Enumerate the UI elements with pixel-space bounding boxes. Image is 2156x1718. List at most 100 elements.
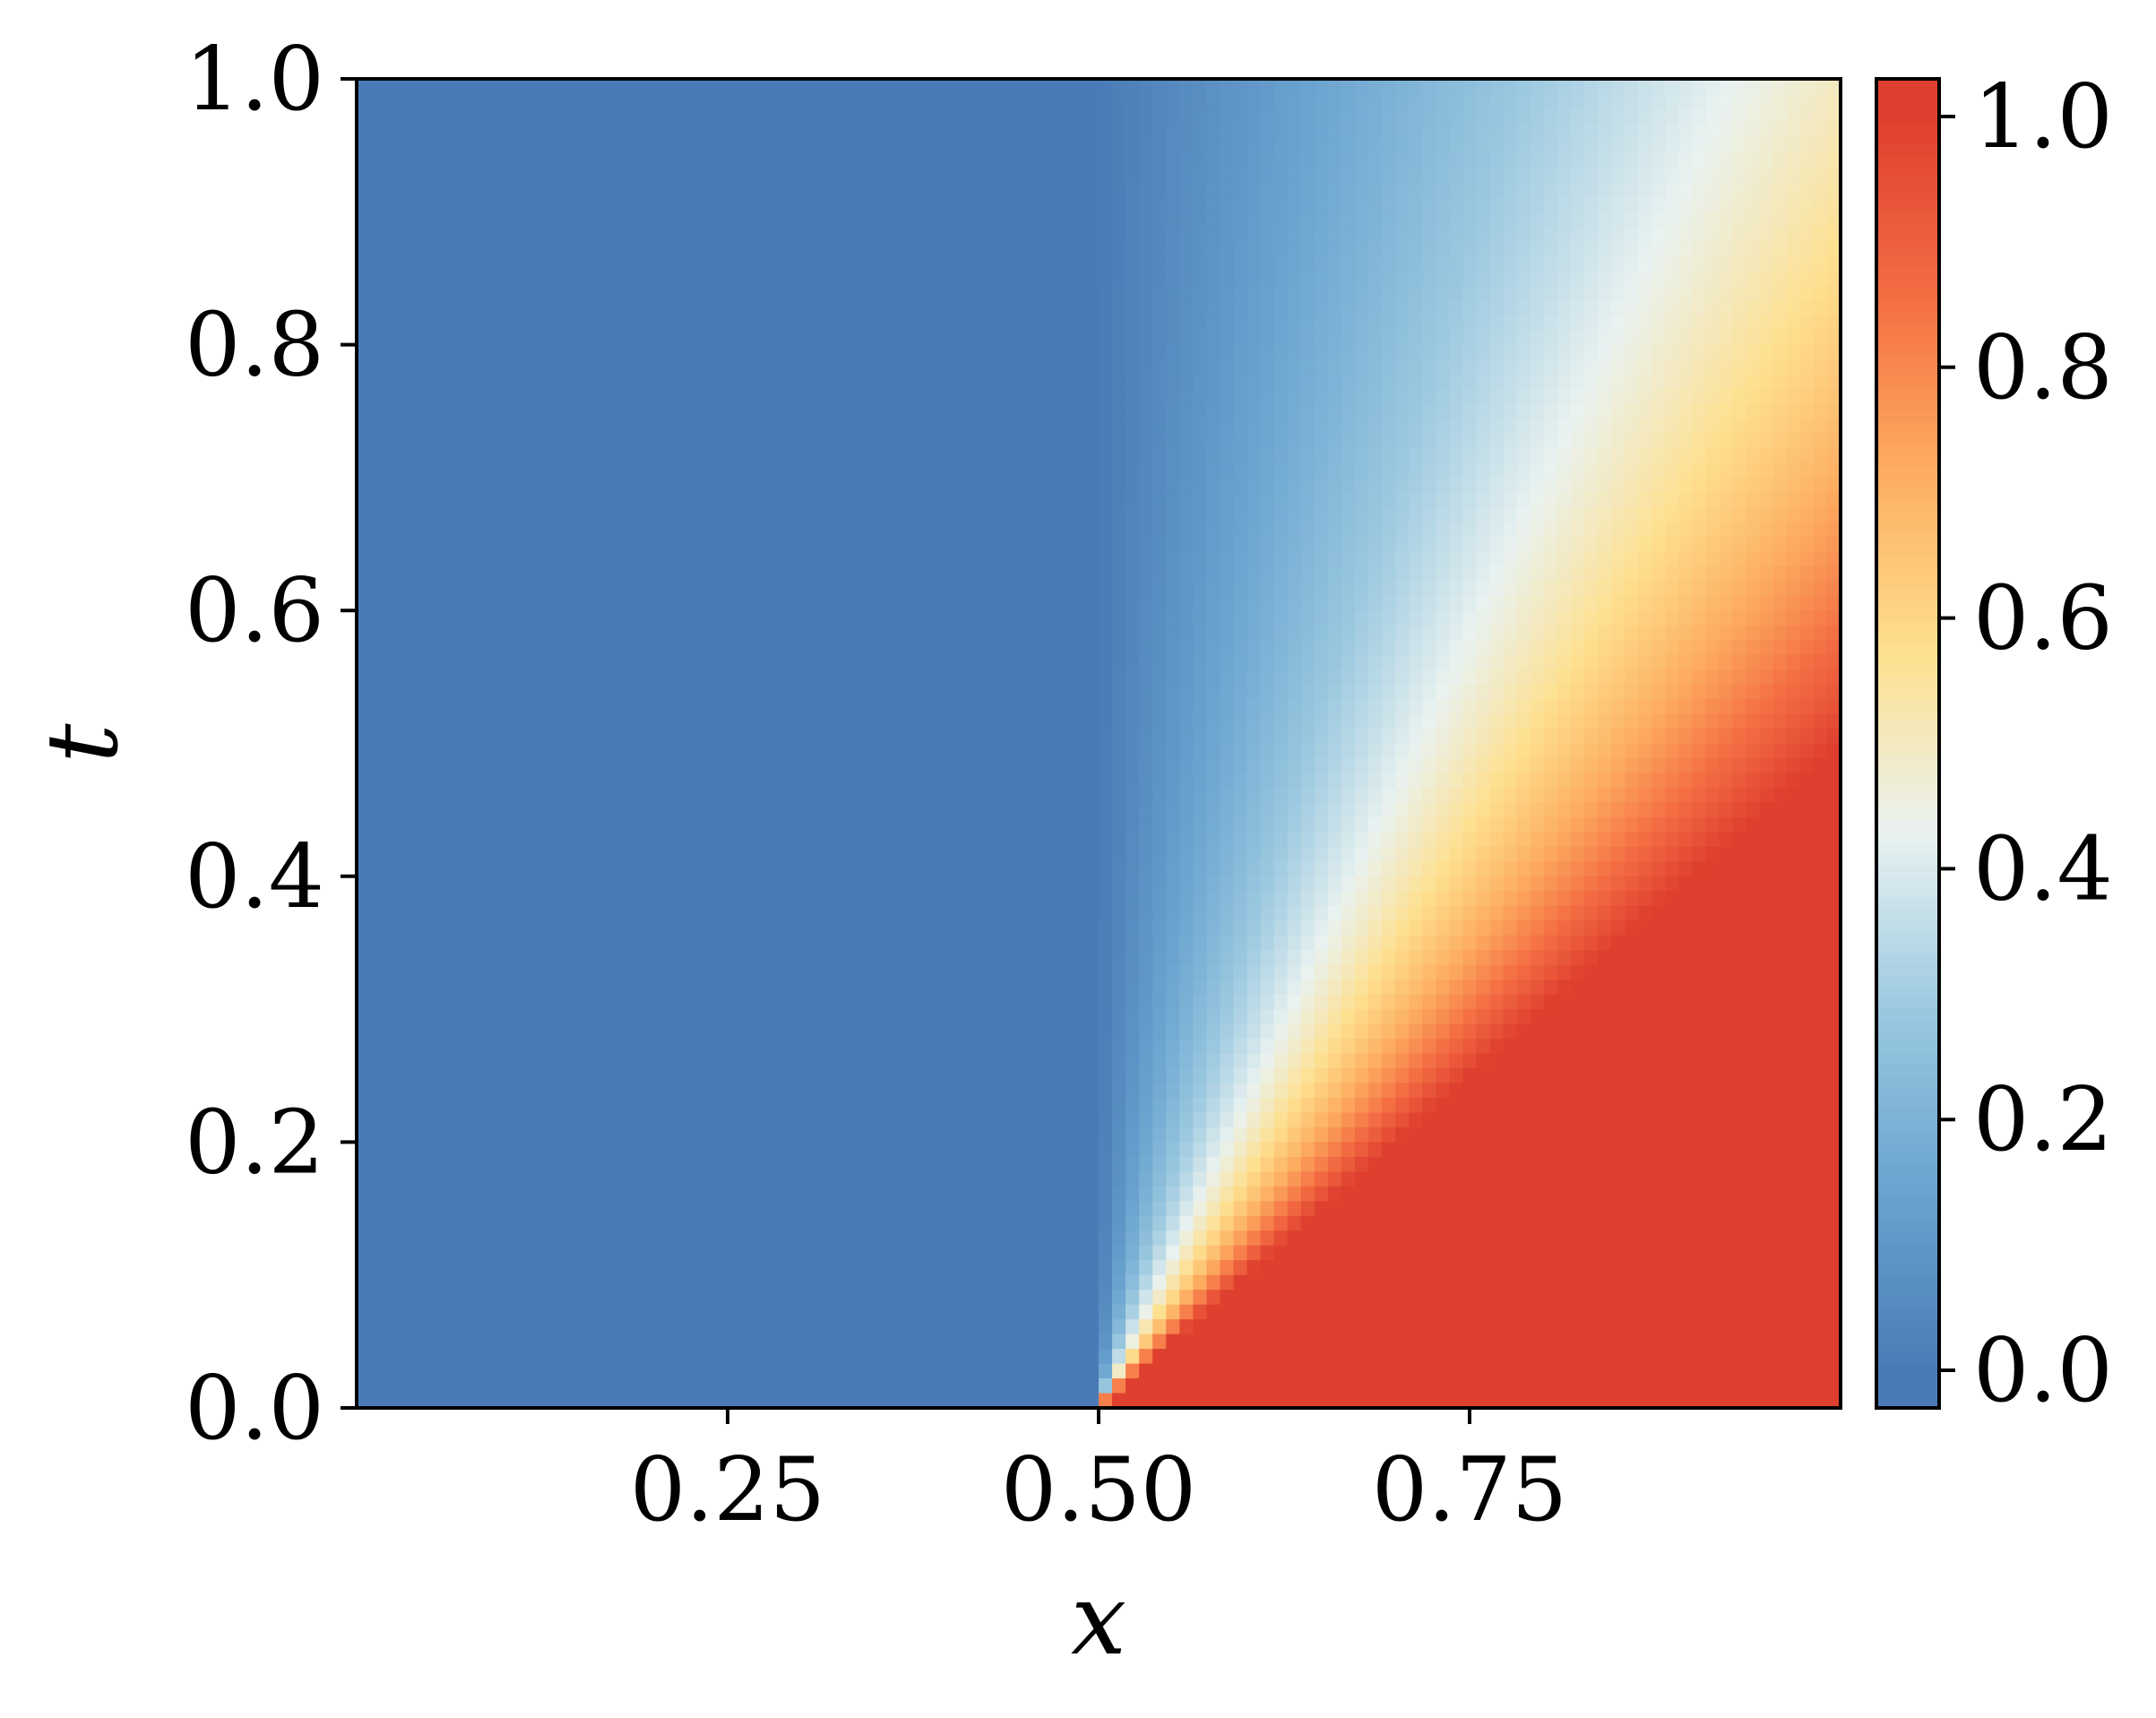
- heatmap-cell: [1031, 255, 1046, 272]
- heatmap-cell: [1489, 300, 1505, 316]
- heatmap-cell: [653, 285, 668, 301]
- heatmap-cell: [1583, 196, 1599, 213]
- heatmap-cell: [424, 108, 439, 125]
- heatmap-cell: [883, 403, 897, 419]
- heatmap-cell: [653, 418, 668, 435]
- heatmap-cell: [1638, 477, 1653, 494]
- heatmap-cell: [505, 743, 520, 759]
- heatmap-cell: [1409, 271, 1424, 287]
- heatmap-cell: [1099, 212, 1113, 228]
- heatmap-cell: [1179, 565, 1194, 583]
- heatmap-cell: [707, 477, 722, 494]
- heatmap-cell: [653, 506, 668, 523]
- heatmap-cell: [1476, 492, 1491, 508]
- heatmap-cell: [558, 699, 573, 715]
- heatmap-cell: [801, 167, 816, 184]
- heatmap-cell: [883, 743, 897, 759]
- heatmap-cell: [1826, 433, 1841, 449]
- heatmap-cell: [694, 699, 709, 715]
- heatmap-cell: [1206, 374, 1221, 390]
- heatmap-cell: [1786, 359, 1801, 376]
- heatmap-cell: [1557, 315, 1572, 331]
- heatmap-cell: [869, 152, 884, 168]
- heatmap-cell: [1287, 93, 1302, 109]
- heatmap-cell: [1031, 522, 1046, 538]
- heatmap-cell: [1193, 729, 1208, 745]
- heatmap-cell: [1557, 137, 1572, 154]
- heatmap-cell: [424, 713, 439, 730]
- heatmap-cell: [1368, 433, 1383, 449]
- heatmap-cell: [1462, 492, 1478, 508]
- heatmap-cell: [828, 506, 843, 523]
- heatmap-cell: [1341, 522, 1356, 538]
- heatmap-cell: [572, 403, 587, 419]
- heatmap-cell: [1692, 182, 1707, 198]
- heatmap-cell: [1813, 418, 1828, 435]
- heatmap-cell: [1678, 315, 1694, 331]
- heatmap-cell: [828, 93, 843, 109]
- heatmap-cell: [1813, 433, 1828, 449]
- heatmap-cell: [491, 433, 506, 449]
- heatmap-cell: [707, 123, 722, 139]
- heatmap-cell: [464, 108, 479, 125]
- heatmap-cell: [1436, 196, 1451, 213]
- heatmap-cell: [1071, 344, 1086, 360]
- heatmap-cell: [1355, 640, 1369, 656]
- heatmap-cell: [1152, 418, 1168, 435]
- heatmap-cell: [1220, 389, 1235, 405]
- heatmap-cell: [1327, 359, 1342, 376]
- heatmap-cell: [505, 241, 520, 257]
- heatmap-cell: [1732, 285, 1747, 301]
- heatmap-cell: [1516, 418, 1531, 435]
- heatmap-cell: [1516, 285, 1531, 301]
- heatmap-cell: [1071, 226, 1086, 243]
- heatmap-cell: [680, 300, 695, 316]
- heatmap-cell: [1395, 418, 1410, 435]
- heatmap-cell: [626, 285, 641, 301]
- heatmap-cell: [1772, 433, 1788, 449]
- heatmap-cell: [761, 330, 776, 346]
- heatmap-cell: [384, 654, 398, 670]
- heatmap-cell: [841, 359, 857, 376]
- heatmap-cell: [1759, 506, 1774, 523]
- heatmap-cell: [1004, 713, 1019, 730]
- heatmap-cell: [599, 684, 614, 700]
- heatmap-cell: [1598, 403, 1612, 419]
- heatmap-cell: [667, 344, 682, 360]
- heatmap-cell: [1395, 462, 1410, 479]
- heatmap-cell: [883, 506, 897, 523]
- heatmap-cell: [1044, 462, 1059, 479]
- heatmap-cell: [1031, 713, 1046, 730]
- heatmap-cell: [1759, 241, 1774, 257]
- heatmap-cell: [613, 315, 627, 331]
- heatmap-cell: [1233, 226, 1248, 243]
- heatmap-cell: [478, 315, 493, 331]
- heatmap-cell: [1651, 506, 1667, 523]
- heatmap-cell: [1759, 196, 1774, 213]
- heatmap-cell: [694, 123, 709, 139]
- heatmap-cell: [1772, 610, 1788, 626]
- heatmap-cell: [1112, 374, 1126, 390]
- heatmap-cell: [1017, 536, 1032, 553]
- heatmap-cell: [1287, 403, 1302, 419]
- heatmap-cell: [1193, 669, 1208, 686]
- heatmap-cell: [950, 403, 965, 419]
- heatmap-cell: [1678, 669, 1694, 686]
- heatmap-cell: [950, 743, 965, 759]
- heatmap-cell: [640, 462, 654, 479]
- heatmap-cell: [1530, 300, 1545, 316]
- heatmap-cell: [747, 359, 763, 376]
- heatmap-cell: [464, 93, 479, 109]
- heatmap-cell: [1625, 359, 1639, 376]
- heatmap-cell: [667, 462, 682, 479]
- heatmap-cell: [1300, 699, 1315, 715]
- heatmap-cell: [478, 167, 493, 184]
- heatmap-cell: [734, 152, 749, 168]
- heatmap-cell: [1530, 433, 1545, 449]
- heatmap-cell: [558, 344, 573, 360]
- heatmap-cell: [747, 477, 763, 494]
- heatmap-cell: [747, 212, 763, 228]
- heatmap-cell: [464, 196, 479, 213]
- heatmap-cell: [1057, 167, 1073, 184]
- heatmap-cell: [1057, 344, 1073, 360]
